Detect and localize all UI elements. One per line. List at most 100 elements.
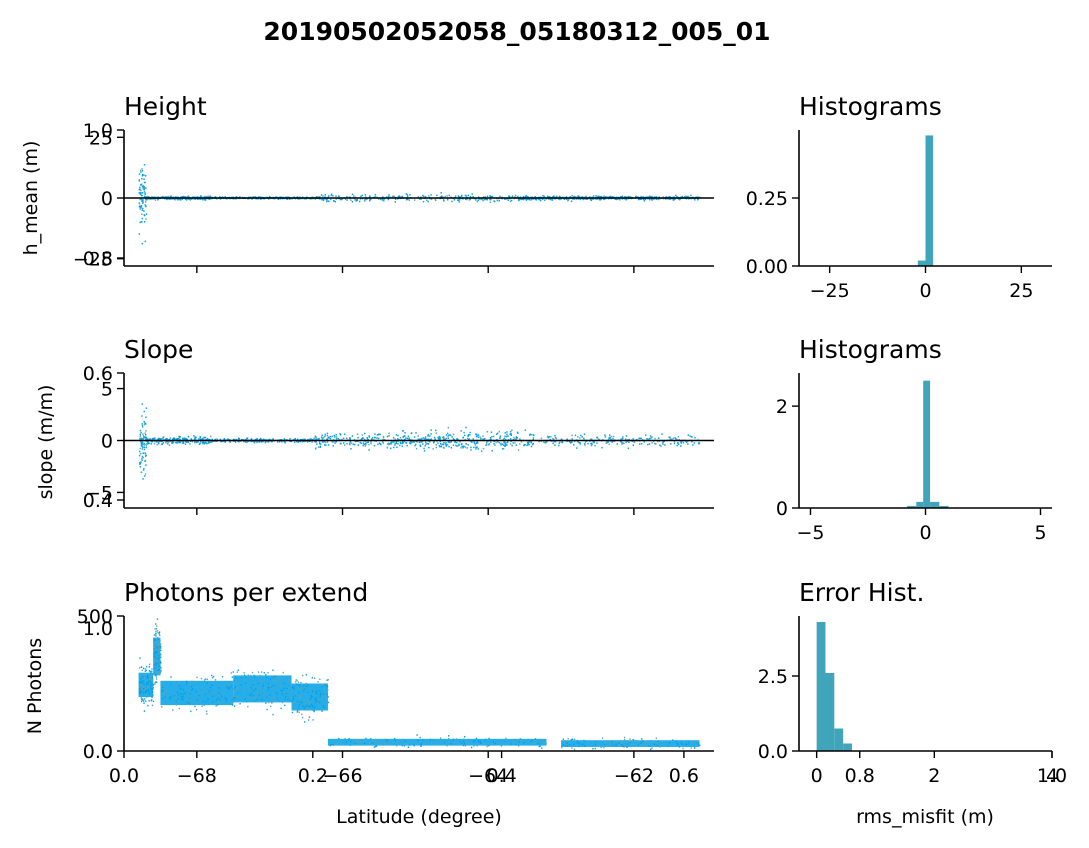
scatter-point xyxy=(649,198,651,201)
scatter-point xyxy=(138,690,141,693)
scatter-point xyxy=(465,198,467,201)
scatter-point xyxy=(154,651,156,654)
scatter-point xyxy=(345,741,347,743)
scatter-point xyxy=(142,438,145,440)
scatter-point xyxy=(322,199,325,202)
scatter-point xyxy=(512,442,514,444)
scatter-point xyxy=(651,743,653,746)
scatter-point xyxy=(589,196,591,198)
scatter-point xyxy=(463,740,465,743)
scatter-point xyxy=(424,196,427,198)
scatter-point xyxy=(522,198,525,201)
scatter-point xyxy=(378,198,380,200)
scatter-point xyxy=(303,198,305,200)
scatter-point xyxy=(406,196,409,198)
scatter-point xyxy=(476,745,478,747)
scatter-point xyxy=(194,436,196,439)
scatter-point xyxy=(456,441,458,444)
scatter-point xyxy=(169,195,172,198)
scatter-point xyxy=(458,196,460,198)
scatter-point xyxy=(142,684,144,687)
scatter-point xyxy=(262,438,265,441)
scatter-point xyxy=(578,745,580,748)
scatter-point xyxy=(509,200,512,203)
scatter-point xyxy=(193,438,196,441)
scatter-point xyxy=(327,696,329,698)
scatter-point xyxy=(153,672,155,675)
scatter-point xyxy=(396,438,399,440)
scatter-point xyxy=(218,694,220,696)
scatter-point xyxy=(154,648,156,651)
scatter-point xyxy=(158,669,160,671)
scatter-point xyxy=(210,681,212,683)
scatter-point xyxy=(141,444,143,447)
scatter-point xyxy=(404,432,406,434)
scatter-point xyxy=(352,443,354,445)
scatter-point xyxy=(232,438,235,441)
scatter-point xyxy=(635,195,638,198)
scatter-point xyxy=(670,443,672,445)
scatter-point xyxy=(652,198,654,200)
scatter-point xyxy=(312,689,315,692)
scatter-point xyxy=(322,691,324,693)
scatter-point xyxy=(146,679,148,681)
scatter-point xyxy=(436,194,438,197)
scatter-point xyxy=(153,652,155,655)
scatter-point xyxy=(393,195,395,197)
scatter-point xyxy=(158,667,161,669)
scatter-point xyxy=(565,196,568,198)
scatter-point xyxy=(644,742,646,744)
scatter-point xyxy=(321,434,323,437)
scatter-point xyxy=(369,199,371,202)
panel-slope: Slope slope (m/m) 50−50.60.4 xyxy=(35,335,714,515)
hist-bar xyxy=(834,728,844,751)
scatter-point xyxy=(535,199,538,201)
scatter-point xyxy=(330,193,333,196)
scatter-point xyxy=(229,683,231,686)
scatter-point xyxy=(221,440,223,443)
scatter-point xyxy=(349,744,352,746)
scatter-point xyxy=(258,694,261,696)
scatter-point xyxy=(149,692,151,695)
scatter-point xyxy=(670,742,673,745)
scatter-point xyxy=(516,431,519,434)
scatter-point xyxy=(372,739,374,742)
scatter-point xyxy=(333,199,335,202)
scatter-point xyxy=(258,196,260,198)
scatter-point xyxy=(388,741,390,744)
scatter-point xyxy=(539,198,541,201)
scatter-point xyxy=(143,195,146,198)
scatter-point xyxy=(673,198,676,200)
scatter-point xyxy=(173,437,176,439)
scatter-point xyxy=(145,665,148,668)
scatter-point xyxy=(611,741,613,743)
scatter-point xyxy=(324,441,327,444)
scatter-point xyxy=(142,173,144,176)
scatter-point xyxy=(311,688,313,690)
scatter-point xyxy=(327,701,330,704)
scatter-point xyxy=(390,447,392,450)
scatter-point xyxy=(253,696,255,699)
scatter-point xyxy=(538,198,540,201)
scatter-point xyxy=(395,434,398,436)
scatter-point xyxy=(642,740,644,742)
scatter-point xyxy=(144,432,146,434)
scatter-point xyxy=(685,743,687,746)
scatter-point xyxy=(139,463,141,466)
scatter-point xyxy=(154,199,157,201)
scatter-point xyxy=(207,196,210,198)
scatter-point xyxy=(243,672,245,674)
scatter-point xyxy=(298,701,300,704)
scatter-point xyxy=(342,437,345,440)
scatter-point xyxy=(141,209,144,211)
scatter-point xyxy=(368,443,370,446)
scatter-point xyxy=(338,737,340,740)
scatter-point xyxy=(655,737,657,739)
scatter-point xyxy=(655,198,658,200)
scatter-point xyxy=(500,745,503,747)
scatter-point xyxy=(138,203,141,205)
scatter-point xyxy=(399,441,402,444)
scatter-point xyxy=(143,700,145,702)
scatter-point xyxy=(655,744,658,746)
scatter-point xyxy=(418,198,421,200)
